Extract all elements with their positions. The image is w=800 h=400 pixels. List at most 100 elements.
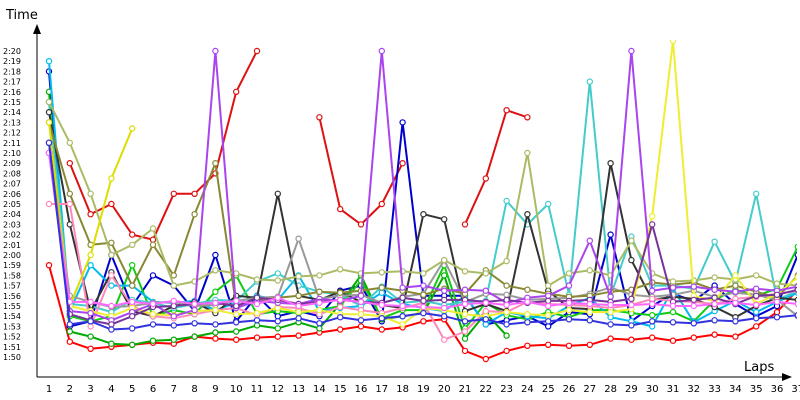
data-point <box>794 286 797 293</box>
y-tick-label: 1:54 <box>3 312 21 321</box>
series-17 <box>45 149 797 312</box>
data-point <box>441 296 448 304</box>
data-point <box>399 119 406 126</box>
data-point <box>378 289 385 296</box>
data-point <box>524 114 531 121</box>
data-point <box>607 301 614 309</box>
x-tick-label: 1 <box>46 384 52 395</box>
data-point <box>503 308 510 316</box>
data-point <box>628 237 635 244</box>
data-point <box>753 292 760 299</box>
data-point <box>503 106 510 114</box>
y-tick-label: 1:56 <box>3 292 21 301</box>
data-point <box>128 262 136 269</box>
data-point <box>773 280 781 287</box>
data-point <box>253 309 261 317</box>
y-tick-label: 2:10 <box>3 149 21 158</box>
data-point <box>503 321 510 328</box>
data-point <box>565 282 573 289</box>
data-point <box>87 190 94 197</box>
data-point <box>690 296 698 304</box>
x-tick-label: 21 <box>459 384 472 395</box>
y-tick-label: 1:50 <box>3 353 21 362</box>
data-point <box>461 268 469 275</box>
data-point <box>711 331 718 338</box>
data-point <box>773 308 781 316</box>
data-point <box>253 276 261 283</box>
y-tick-label: 2:13 <box>3 118 21 127</box>
data-point <box>45 139 53 146</box>
data-point <box>565 342 573 349</box>
x-tick-label: 33 <box>708 384 721 395</box>
data-point <box>316 306 323 314</box>
data-point <box>607 293 614 300</box>
data-point <box>482 299 489 307</box>
data-point <box>461 347 469 355</box>
y-tick-label: 1:57 <box>3 282 21 291</box>
data-point <box>503 282 510 289</box>
data-point <box>586 341 594 348</box>
data-point <box>420 309 427 317</box>
data-point <box>212 159 219 167</box>
x-tick-label: 15 <box>334 384 347 395</box>
y-tick-label: 2:18 <box>3 67 21 76</box>
data-point <box>711 286 718 293</box>
data-point <box>149 300 157 308</box>
y-tick-label: 1:59 <box>3 261 21 270</box>
data-point <box>378 301 385 309</box>
y-tick-label: 2:08 <box>3 169 21 178</box>
data-point <box>545 318 552 325</box>
data-point <box>128 241 136 248</box>
data-point <box>669 40 677 44</box>
data-point <box>87 298 94 306</box>
y-tick-label: 2:14 <box>3 108 21 117</box>
series-11 <box>45 98 797 289</box>
data-point <box>295 315 302 322</box>
x-tick-label: 3 <box>87 384 93 395</box>
x-tick-label: 31 <box>667 384 680 395</box>
data-point <box>565 316 573 323</box>
data-point <box>503 332 510 339</box>
data-point <box>378 315 385 322</box>
data-point <box>232 297 240 305</box>
x-tick-label: 2 <box>67 384 73 395</box>
data-point <box>232 336 240 343</box>
data-point <box>128 313 136 320</box>
data-point <box>628 322 635 329</box>
data-point <box>545 282 552 289</box>
data-point <box>628 47 635 55</box>
data-point <box>45 108 53 116</box>
data-point <box>66 338 74 345</box>
data-point <box>649 323 656 330</box>
data-point <box>545 302 552 310</box>
data-point <box>482 175 489 182</box>
data-point <box>108 302 115 310</box>
data-point <box>170 313 177 320</box>
data-point <box>503 347 510 355</box>
data-point <box>794 312 797 319</box>
y-tick-label: 2:09 <box>3 159 21 168</box>
y-tick-label: 2:04 <box>3 210 21 219</box>
data-point <box>399 313 406 320</box>
data-point <box>378 284 385 291</box>
data-point <box>711 294 718 301</box>
data-point <box>545 292 552 299</box>
data-point <box>357 317 365 324</box>
data-point <box>441 304 448 312</box>
data-point <box>357 311 365 318</box>
data-point <box>711 238 718 245</box>
data-point <box>378 200 385 208</box>
data-point <box>420 318 427 325</box>
data-point <box>45 119 53 126</box>
data-point <box>191 300 198 308</box>
data-point <box>128 325 136 332</box>
x-tick-label: 24 <box>521 384 534 395</box>
data-point <box>295 235 302 242</box>
data-point <box>212 306 219 314</box>
data-point <box>711 300 718 308</box>
data-point <box>212 47 219 55</box>
x-tick-label: 13 <box>292 384 305 395</box>
data-point <box>274 333 281 340</box>
data-point <box>607 335 614 342</box>
